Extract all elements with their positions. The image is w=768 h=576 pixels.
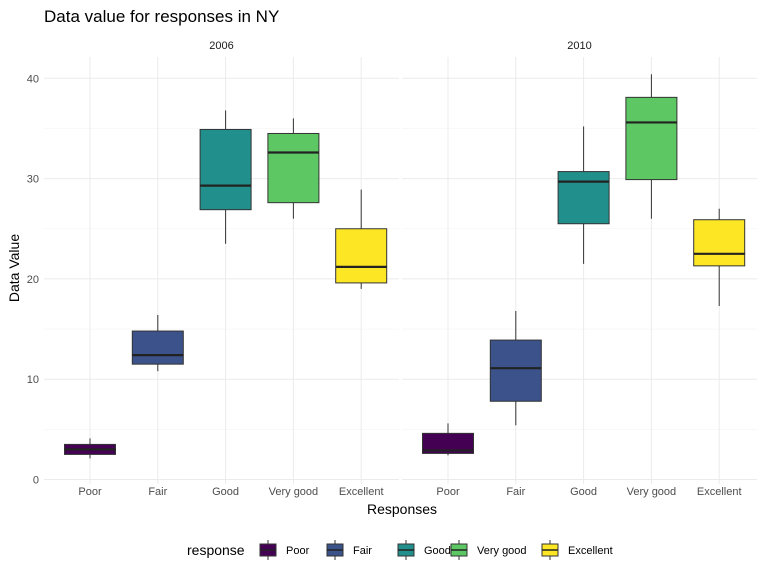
y-axis-title: Data Value [6, 234, 22, 302]
boxplot-excellent [693, 208, 746, 306]
x-tick-label: Excellent [339, 486, 384, 498]
boxplot-very-good [625, 74, 678, 219]
boxplot-poor [422, 423, 474, 456]
chart-title: Data value for responses in NY [44, 7, 279, 26]
facet-strip-label: 2010 [567, 40, 591, 52]
boxplot-excellent [335, 189, 388, 289]
boxplot-very-good [267, 118, 320, 219]
legend-item-excellent: Excellent [541, 540, 613, 560]
box-body [557, 171, 610, 225]
legend-title: response [187, 542, 245, 558]
x-tick-label: Fair [148, 486, 167, 498]
legend-label: Very good [477, 545, 527, 557]
facet-panel-2006: 2006 Poor Fair Good Very good Excellent [44, 40, 399, 498]
boxplot-fair [489, 310, 542, 426]
facet-panel-2010: 2010 Poor Fair Good Very good Excellent [402, 40, 757, 498]
x-tick-label: Poor [436, 486, 460, 498]
box-body [131, 330, 184, 365]
y-tick-label: 40 [27, 73, 39, 85]
legend-label: Excellent [568, 545, 613, 557]
legend-label: Poor [286, 545, 310, 557]
x-axis-title: Responses [367, 501, 437, 517]
boxplot-good [557, 126, 610, 264]
box-body [625, 96, 678, 181]
legend-item-poor: Poor [259, 540, 310, 560]
box-body [489, 339, 542, 402]
legend: response Poor Fair Good Very good Excellent [187, 540, 613, 560]
x-tick-label: Good [570, 486, 597, 498]
box-body [267, 132, 320, 204]
y-tick-label: 20 [27, 274, 39, 286]
x-tick-label: Good [212, 486, 239, 498]
x-tick-label: Excellent [697, 486, 742, 498]
x-tick-label: Very good [269, 486, 319, 498]
y-tick-label: 0 [33, 475, 39, 487]
facet-strip-label: 2006 [209, 40, 233, 52]
y-tick-label: 10 [27, 374, 39, 386]
box-body [335, 228, 388, 284]
boxplot-fair [131, 315, 184, 372]
boxplot-good [199, 110, 252, 244]
legend-item-fair: Fair [326, 540, 372, 560]
box-body [422, 432, 474, 454]
legend-item-very-good: Very good [450, 540, 527, 560]
legend-label: Fair [353, 545, 372, 557]
box-body [693, 219, 746, 267]
box-body [199, 128, 252, 211]
legend-label: Good [424, 545, 451, 557]
x-tick-label: Very good [627, 486, 677, 498]
x-tick-label: Poor [78, 486, 102, 498]
boxplot-poor [64, 438, 116, 459]
legend-item-good: Good [397, 540, 451, 560]
panels: 2006 Poor Fair Good Very good Excellent 2010 Po… [44, 40, 757, 498]
y-tick-label: 30 [27, 174, 39, 186]
x-tick-label: Fair [506, 486, 525, 498]
